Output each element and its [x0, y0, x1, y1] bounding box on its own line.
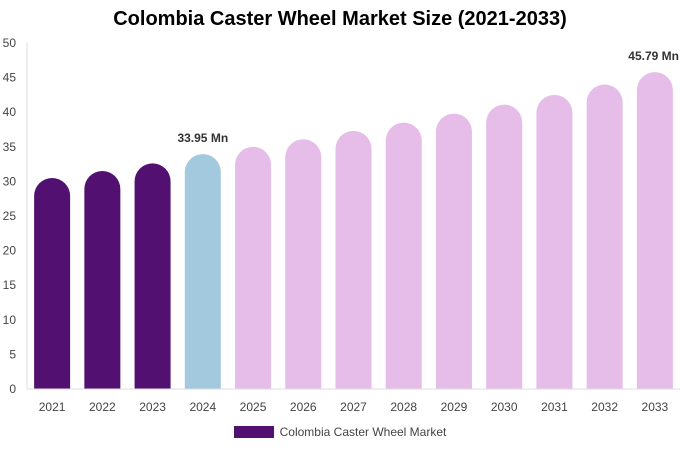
y-tick-label: 0 [9, 382, 16, 396]
legend-label: Colombia Caster Wheel Market [279, 425, 447, 439]
bar-2029 [435, 113, 472, 390]
bar-2032 [586, 84, 623, 390]
x-tick-label: 2021 [39, 400, 66, 414]
y-tick-label: 40 [3, 105, 17, 119]
bar-2024 [184, 154, 221, 389]
x-axis: 2021 2022 2023 2024 2025 2026 2027 2028 2029 2030… [27, 388, 680, 414]
y-tick-label: 30 [3, 174, 17, 188]
x-tick-label: 2029 [441, 400, 468, 414]
bars-group [34, 72, 673, 390]
bar-2031 [536, 94, 573, 389]
y-tick-label: 10 [3, 313, 17, 327]
data-label: 33.95 Mn [177, 131, 228, 145]
y-tick-label: 35 [3, 140, 17, 154]
x-tick-label: 2025 [240, 400, 267, 414]
x-tick-label: 2033 [642, 400, 669, 414]
bar-2027 [335, 130, 372, 389]
bar-2022 [84, 171, 121, 389]
x-tick-label: 2031 [541, 400, 568, 414]
legend-swatch [233, 426, 274, 438]
bar-2023 [134, 163, 171, 389]
x-tick-label: 2028 [390, 400, 417, 414]
data-labels-group: 33.95 Mn 45.79 Mn [177, 49, 679, 145]
legend: Colombia Caster Wheel Market [0, 425, 680, 439]
bar-2026 [285, 139, 322, 389]
x-tick-label: 2030 [491, 400, 518, 414]
bar-2025 [235, 146, 272, 389]
x-tick-label: 2022 [89, 400, 116, 414]
x-tick-label: 2023 [139, 400, 166, 414]
y-tick-label: 25 [3, 209, 17, 223]
y-tick-label: 45 [3, 71, 17, 85]
y-tick-label: 15 [3, 278, 17, 292]
y-tick-label: 5 [9, 347, 16, 361]
bar-2028 [385, 122, 422, 389]
data-label: 45.79 Mn [628, 49, 679, 63]
bar-2021 [34, 177, 71, 389]
chart-title: Colombia Caster Wheel Market Size (2021-… [113, 8, 567, 30]
bar-2030 [486, 104, 523, 389]
x-tick-label: 2032 [591, 400, 618, 414]
x-tick-label: 2024 [189, 400, 216, 414]
y-tick-label: 20 [3, 244, 17, 258]
y-axis: 0 5 10 15 20 25 30 35 40 45 50 [3, 36, 28, 396]
y-tick-label: 50 [3, 36, 17, 50]
x-tick-label: 2027 [340, 400, 367, 414]
bar-2033 [636, 72, 673, 389]
x-tick-label: 2026 [290, 400, 317, 414]
